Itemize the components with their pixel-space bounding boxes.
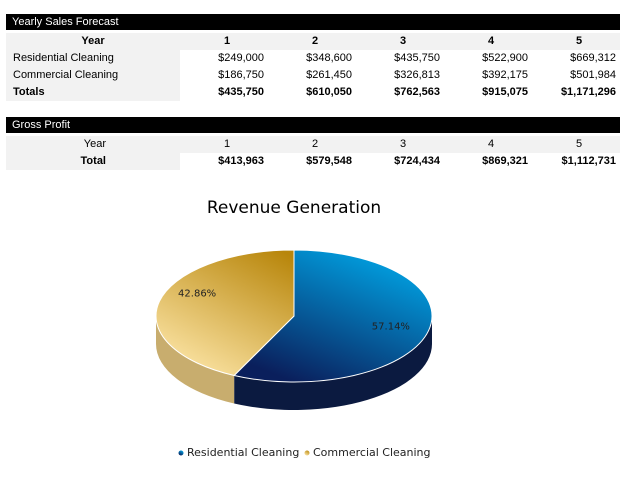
row-label: Total — [6, 153, 180, 170]
row-label: Commercial Cleaning — [6, 67, 180, 84]
legend-label: Residential Cleaning — [187, 446, 299, 459]
row-label: Totals — [6, 84, 180, 101]
column-header: Year — [6, 136, 180, 153]
totals-row: Totals $435,750 $610,050 $762,563 $915,075 $1… — [6, 84, 620, 101]
column-header: 3 — [400, 35, 407, 47]
cell-value: $326,813 — [394, 69, 440, 81]
totals-row: Total $413,963 $579,548 $724,434 $869,321 $1,… — [6, 153, 620, 170]
cell-value: $186,750 — [218, 69, 264, 81]
cell-value: $669,312 — [570, 52, 616, 64]
column-header: 1 — [224, 35, 231, 47]
cell-value: $724,434 — [394, 155, 440, 167]
cell-value: $762,563 — [394, 86, 440, 98]
table-title: Yearly Sales Forecast — [6, 14, 620, 30]
pie-slice — [155, 249, 295, 377]
column-header: 5 — [576, 35, 583, 47]
data-label: 57.14% — [372, 322, 410, 333]
legend-label: Commercial Cleaning — [313, 446, 431, 459]
data-row: Residential Cleaning $249,000 $348,600 $435… — [6, 50, 620, 67]
chart-title: Revenue Generation — [207, 198, 381, 218]
column-header: 3 — [400, 138, 407, 150]
cell-value: $915,075 — [482, 86, 528, 98]
pie-side — [234, 316, 432, 411]
header-row: Year 1 2 3 4 5 — [6, 33, 620, 50]
cell-value: $1,112,731 — [561, 155, 616, 167]
legend-marker — [304, 450, 310, 456]
data-label: 42.86% — [178, 288, 216, 299]
cell-value: $435,750 — [394, 52, 440, 64]
cell-value: $579,548 — [306, 155, 352, 167]
cell-value: $249,000 — [218, 52, 264, 64]
column-header: 2 — [312, 138, 319, 150]
column-header: 4 — [488, 35, 495, 47]
cell-value: $1,171,296 — [560, 86, 616, 98]
cell-value: $435,750 — [218, 86, 264, 98]
cell-value: $261,450 — [306, 69, 352, 81]
row-label: Residential Cleaning — [6, 50, 180, 67]
column-header: 5 — [576, 138, 583, 150]
column-header: 1 — [224, 138, 231, 150]
cell-value: $869,321 — [482, 155, 528, 167]
data-row: Commercial Cleaning $186,750 $261,450 $326,… — [6, 67, 620, 84]
header-row: Year 1 2 3 4 5 — [6, 136, 620, 153]
cell-value: $413,963 — [218, 155, 264, 167]
pie-slice — [233, 249, 433, 383]
cell-value: $501,984 — [570, 69, 616, 81]
cell-value: $392,175 — [482, 69, 528, 81]
cell-value: $348,600 — [306, 52, 352, 64]
cell-value: $522,900 — [482, 52, 528, 64]
cell-value: $610,050 — [306, 86, 352, 98]
column-header: Year — [6, 33, 180, 50]
column-header: 4 — [488, 138, 495, 150]
table-title: Gross Profit — [6, 117, 620, 133]
legend-marker — [178, 450, 184, 456]
pie-side — [156, 316, 235, 404]
column-header: 2 — [312, 35, 319, 47]
